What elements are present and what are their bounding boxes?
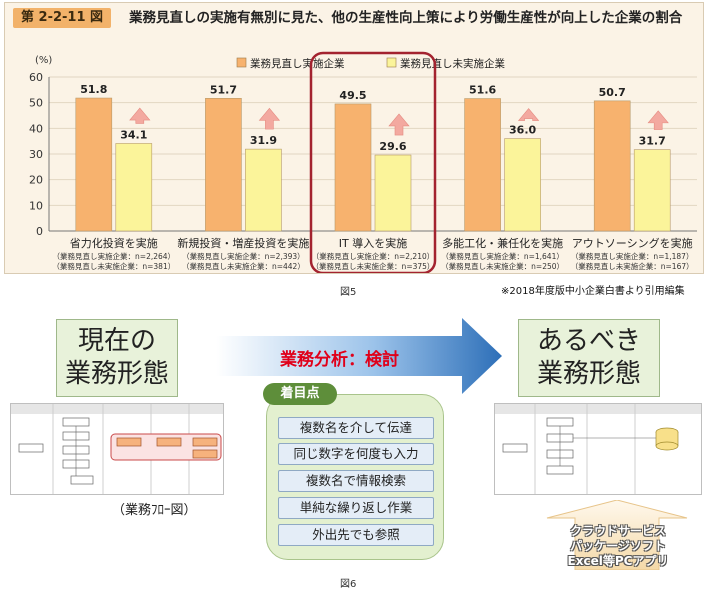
focus-item: 複数名で情報検索 — [278, 470, 434, 492]
process-label: 業務分析：検討 — [280, 350, 399, 370]
bar — [245, 148, 282, 232]
highlight-frame — [309, 51, 437, 273]
current-state-line-2: 業務形態 — [64, 359, 169, 389]
bar-chart: (%) 0 10 20 30 40 50 60 業務見直し実施企業 業務見直し未実施企業 51.8 3… — [29, 51, 697, 273]
x-tick-label: IT 導入を実施 — [339, 236, 407, 250]
current-state-line-1: 現在の — [77, 326, 156, 356]
data-label: 51.8 — [80, 83, 107, 96]
data-label: 51.6 — [469, 84, 496, 97]
increase-arrow-icon — [647, 110, 669, 130]
figure-5-caption: 図5 — [340, 287, 357, 298]
ideal-state-line-1: あるべき — [536, 326, 641, 356]
data-label: 31.9 — [250, 134, 277, 147]
current-flow-diagram — [10, 403, 224, 495]
legend-label: 業務見直し実施企業 — [250, 57, 345, 70]
bar — [75, 97, 113, 232]
tool-excel: Excel等PCアプリ — [567, 554, 669, 568]
y-axis-unit: (%) — [35, 55, 52, 66]
sample-size-done: （業務見直し実施企業：n=2,393） — [182, 251, 305, 261]
legend-label: 業務見直し未実施企業 — [400, 57, 505, 70]
figure-number: 第 2-2-11 図 — [13, 8, 112, 28]
x-tick-label: 多能工化・兼任化を実施 — [442, 236, 563, 250]
data-label: 29.6 — [379, 140, 406, 153]
increase-arrow-icon — [258, 107, 281, 130]
legend-swatch — [236, 57, 247, 68]
data-label: 36.0 — [509, 124, 536, 137]
sample-size-not-done: （業務見直し未実施企業：n=250） — [441, 261, 564, 271]
y-tick-label: 30 — [29, 148, 43, 161]
current-state-box: 現在の 業務形態 — [56, 319, 178, 397]
figure-title: 業務見直しの実施有無別に見た、他の生産性向上策により労働生産性が向上した企業の割… — [129, 10, 683, 26]
focus-item: 外出先でも参照 — [278, 524, 434, 546]
bar — [205, 98, 242, 232]
figure-5-header: 第 2-2-11 図 業務見直しの実施有無別に見た、他の生産性向上策により労働生… — [5, 3, 703, 33]
focus-points-title: 着目点 — [263, 383, 337, 405]
sample-size-done: （業務見直し実施企業：n=1,187） — [571, 251, 694, 261]
y-tick-label: 0 — [36, 225, 43, 238]
increase-arrow-icon — [388, 113, 410, 136]
sample-size-not-done: （業務見直し未実施企業：n=381） — [52, 261, 175, 271]
process-arrow-icon — [216, 318, 502, 394]
flow-diagram-caption: （業務ﾌﾛｰ図） — [112, 503, 197, 518]
figure-6-caption: 図6 — [340, 579, 357, 590]
increase-arrow-icon — [517, 108, 540, 121]
sample-size-not-done: （業務見直し未実施企業：n=442） — [182, 261, 305, 271]
y-tick-label: 50 — [29, 97, 43, 110]
sample-size-done: （業務見直し実施企業：n=1,641） — [441, 251, 564, 261]
sample-size-not-done: （業務見直し未実施企業：n=375） — [312, 261, 435, 271]
x-tick-label: アウトソーシングを実施 — [572, 236, 693, 250]
sample-size-done: （業務見直し実施企業：n=2,210） — [312, 251, 435, 261]
tool-cloud: クラウドサービス — [569, 524, 666, 538]
bar — [115, 143, 153, 232]
ideal-state-box: あるべき 業務形態 — [518, 319, 660, 397]
sample-size-done: （業務見直し実施企業：n=2,264） — [53, 251, 176, 261]
focus-item: 単純な繰り返し作業 — [278, 497, 434, 519]
bar — [464, 98, 501, 232]
ideal-flow-diagram — [494, 403, 702, 495]
bar — [374, 154, 412, 232]
y-tick-label: 10 — [29, 199, 43, 212]
figure-5-panel: 第 2-2-11 図 業務見直しの実施有無別に見た、他の生産性向上策により労働生… — [4, 2, 704, 274]
data-label: 31.7 — [639, 135, 666, 148]
sample-size-not-done: （業務見直し未実施企業：n=167） — [571, 261, 694, 271]
x-tick-label: 省力化投資を実施 — [70, 236, 158, 250]
increase-arrow-icon — [129, 107, 151, 124]
bar — [633, 149, 671, 232]
focus-item: 同じ数字を何度も入力 — [278, 443, 434, 465]
data-label: 34.1 — [120, 128, 147, 141]
bar — [593, 100, 631, 232]
data-label: 51.7 — [210, 83, 237, 96]
y-tick-label: 40 — [29, 122, 43, 135]
source-note: ※2018年度版中小企業白書より引用編集 — [501, 286, 685, 297]
focus-item: 複数名を介して伝達 — [278, 417, 434, 439]
ideal-state-line-2: 業務形態 — [536, 359, 641, 389]
x-tick-label: 新規投資・増産投資を実施 — [177, 236, 309, 250]
y-tick-label: 60 — [29, 71, 43, 84]
tools-up-arrow-icon — [546, 500, 688, 570]
data-label: 49.5 — [339, 89, 366, 102]
y-tick-label: 20 — [29, 174, 43, 187]
legend-swatch — [386, 57, 397, 68]
tool-package: パッケージソフト — [570, 539, 666, 553]
data-label: 50.7 — [599, 86, 626, 99]
bar — [334, 103, 372, 232]
bar — [504, 138, 541, 232]
